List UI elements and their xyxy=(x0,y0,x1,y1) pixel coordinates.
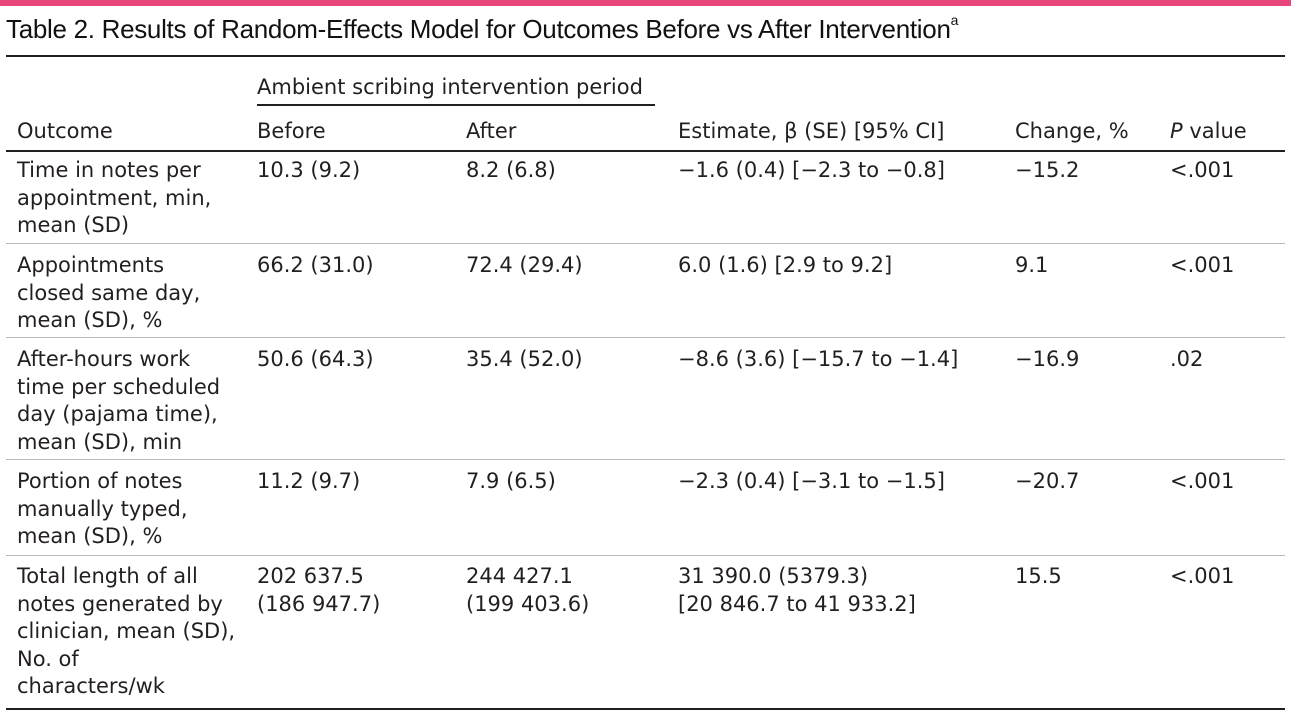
cell-before-line: 11.2 (9.7) xyxy=(257,469,361,493)
cell-after: 35.4 (52.0) xyxy=(466,346,583,374)
cell-p: <.001 xyxy=(1170,158,1235,182)
cell-after-line: 35.4 (52.0) xyxy=(466,347,583,371)
cell-outcome-line: characters/wk xyxy=(17,674,165,698)
cell-change: −20.7 xyxy=(1015,469,1080,493)
cell-after-line: 244 427.1 xyxy=(466,564,573,588)
cell-before-line: 50.6 (64.3) xyxy=(257,347,374,371)
cell-before: 66.2 (31.0) xyxy=(257,252,374,280)
cell-after: 7.9 (6.5) xyxy=(466,468,556,496)
row-separator xyxy=(6,337,1285,338)
cell-outcome-line: No. of xyxy=(17,646,79,671)
cell-outcome-line: mean (SD) xyxy=(17,213,130,237)
row-separator xyxy=(6,459,1285,460)
cell-after: 8.2 (6.8) xyxy=(466,157,556,185)
cell-before-line: 10.3 (9.2) xyxy=(257,158,361,182)
cell-outcome-line: manually typed, xyxy=(17,496,188,521)
col-header-estimate: Estimate, β (SE) [95% CI] xyxy=(678,119,945,143)
cell-before: 11.2 (9.7) xyxy=(257,468,360,496)
cell-p: .02 xyxy=(1170,347,1204,371)
cell-before: 202 637.5 (186 947.7) xyxy=(257,563,380,618)
cell-estimate: −8.6 (3.6) [−15.7 to −1.4] xyxy=(678,346,958,374)
cell-after-line: 7.9 (6.5) xyxy=(466,469,556,493)
cell-outcome-line: clinician, mean (SD), xyxy=(17,619,236,643)
cell-before: 10.3 (9.2) xyxy=(257,157,360,185)
cell-outcome-line: mean (SD), % xyxy=(17,308,163,332)
cell-estimate: −2.3 (0.4) [−3.1 to −1.5] xyxy=(678,468,945,496)
cell-estimate: 6.0 (1.6) [2.9 to 9.2] xyxy=(678,252,892,280)
row-separator xyxy=(6,555,1285,556)
col-header-p-value: P value xyxy=(1170,119,1247,143)
cell-estimate-line: 31 390.0 (5379.3) xyxy=(678,564,869,588)
cell-before: 50.6 (64.3) xyxy=(257,346,374,374)
cell-estimate: 31 390.0 (5379.3) [20 846.7 to 41 933.2] xyxy=(678,563,916,618)
cell-after-line: (199 403.6) xyxy=(466,591,590,616)
group-header: Ambient scribing intervention period xyxy=(257,75,643,99)
cell-change: −16.9 xyxy=(1015,347,1080,371)
col-header-change: Change, % xyxy=(1015,119,1129,143)
cell-change: −15.2 xyxy=(1015,158,1080,182)
cell-estimate-line: −2.3 (0.4) [−3.1 to −1.5] xyxy=(678,469,945,493)
cell-change: 9.1 xyxy=(1015,253,1049,277)
cell-after: 244 427.1 (199 403.6) xyxy=(466,563,589,618)
table-bottom-rule xyxy=(6,708,1285,710)
cell-before-line: 66.2 (31.0) xyxy=(257,253,374,277)
cell-outcome: Total length of all notes generated by cli… xyxy=(17,563,235,701)
cell-outcome-line: Portion of notes xyxy=(17,469,183,493)
cell-outcome-line: mean (SD), % xyxy=(17,524,163,548)
cell-outcome: After-hours work time per scheduled day (p… xyxy=(17,346,220,456)
cell-estimate-line: [20 846.7 to 41 933.2] xyxy=(678,591,916,616)
title-footnote-marker: a xyxy=(950,12,959,28)
cell-outcome-line: closed same day, xyxy=(17,280,201,305)
cell-outcome-line: day (pajama time), xyxy=(17,402,218,426)
cell-outcome-line: After-hours work xyxy=(17,347,191,371)
cell-outcome-line: Total length of all xyxy=(17,564,198,588)
top-accent-bar xyxy=(0,0,1291,6)
col-header-before: Before xyxy=(257,119,326,143)
cell-estimate-line: −8.6 (3.6) [−15.7 to −1.4] xyxy=(678,347,959,371)
header-bottom-rule xyxy=(6,150,1285,152)
cell-change: 15.5 xyxy=(1015,564,1062,588)
col-header-outcome: Outcome xyxy=(17,119,113,143)
cell-estimate-line: −1.6 (0.4) [−2.3 to −0.8] xyxy=(678,158,945,182)
cell-outcome: Time in notes per appointment, min, mean (… xyxy=(17,157,211,240)
cell-outcome-line: appointment, min, xyxy=(17,185,212,210)
cell-before-line: 202 637.5 xyxy=(257,564,364,588)
cell-after-line: 8.2 (6.8) xyxy=(466,158,556,182)
table-top-rule xyxy=(6,55,1285,57)
cell-outcome-line: mean (SD), min xyxy=(17,429,183,454)
cell-outcome: Portion of notes manually typed, mean (SD)… xyxy=(17,468,188,551)
cell-outcome-line: time per scheduled xyxy=(17,374,221,399)
cell-p: <.001 xyxy=(1170,469,1235,493)
col-header-after: After xyxy=(466,119,517,143)
cell-outcome-line: notes generated by xyxy=(17,591,223,616)
cell-outcome-line: Time in notes per xyxy=(17,158,201,182)
cell-p: <.001 xyxy=(1170,253,1235,277)
group-header-rule xyxy=(257,104,655,106)
row-separator xyxy=(6,243,1285,244)
cell-outcome: Appointments closed same day, mean (SD), % xyxy=(17,252,200,335)
cell-before-line: (186 947.7) xyxy=(257,591,381,616)
cell-estimate-line: 6.0 (1.6) [2.9 to 9.2] xyxy=(678,253,893,277)
cell-outcome-line: Appointments xyxy=(17,253,165,277)
cell-after: 72.4 (29.4) xyxy=(466,252,583,280)
table-title: Table 2. Results of Random-Effects Model… xyxy=(6,12,959,44)
cell-p: <.001 xyxy=(1170,564,1235,588)
cell-after-line: 72.4 (29.4) xyxy=(466,253,583,277)
cell-estimate: −1.6 (0.4) [−2.3 to −0.8] xyxy=(678,157,945,185)
